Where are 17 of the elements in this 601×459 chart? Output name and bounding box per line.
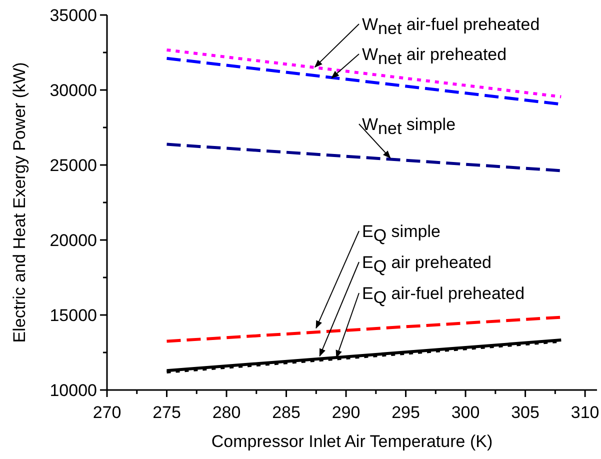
y-axis-title: Electric and Heat Exergy Power (kW) — [10, 62, 29, 343]
y-tick-label: 15000 — [50, 306, 97, 325]
x-tick-label: 285 — [272, 403, 300, 422]
x-tick-label: 305 — [511, 403, 540, 422]
x-tick-label: 270 — [92, 403, 122, 422]
y-tick-label: 10000 — [50, 381, 97, 400]
y-tick-label: 35000 — [50, 6, 97, 25]
y-tick-label: 20000 — [50, 231, 97, 250]
x-tick-label: 310 — [570, 403, 600, 422]
x-tick-label: 280 — [212, 403, 241, 422]
y-tick-label: 25000 — [50, 156, 97, 175]
x-tick-label: 275 — [152, 403, 181, 422]
x-tick-label: 300 — [451, 403, 480, 422]
x-axis-title: Compressor Inlet Air Temperature (K) — [211, 432, 493, 451]
x-tick-label: 290 — [332, 403, 360, 422]
y-tick-label: 30000 — [50, 81, 97, 100]
x-tick-label: 295 — [392, 403, 420, 422]
